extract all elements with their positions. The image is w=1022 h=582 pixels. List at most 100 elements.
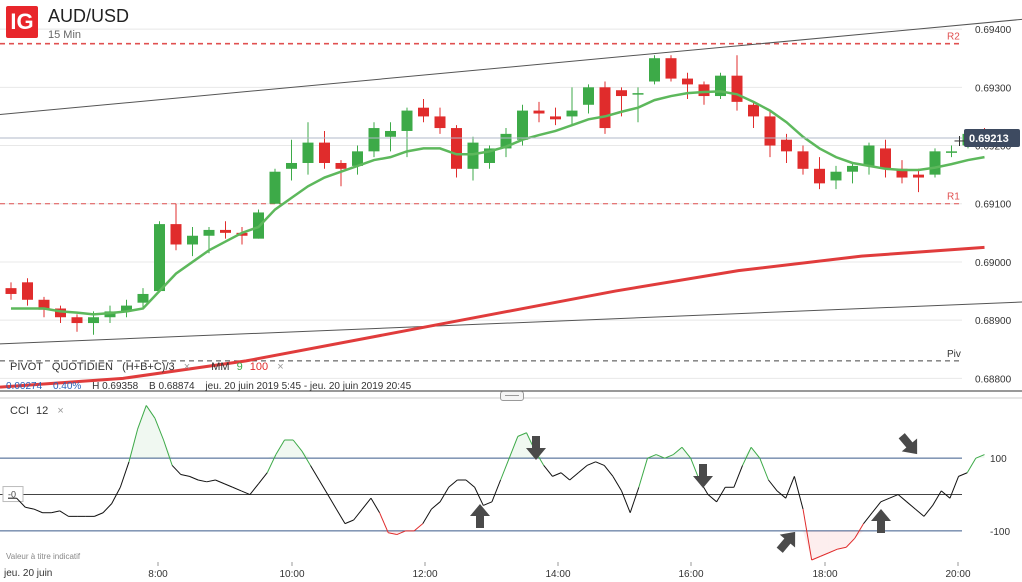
candle-body (269, 171, 281, 204)
cci-overbought-fill (517, 432, 527, 459)
cci-segment (681, 446, 692, 459)
candle (467, 136, 479, 181)
pivot-formula: (H+B+C)/3 (122, 361, 175, 373)
cci-segment (119, 461, 130, 488)
cci-segment (318, 479, 329, 495)
cci-segment (422, 508, 432, 524)
cci-segment (880, 497, 890, 503)
cci-segment (742, 447, 752, 466)
candle (566, 87, 578, 126)
cci-segment (776, 490, 787, 499)
cci-segment (439, 487, 450, 503)
remove-cci-button[interactable]: × (57, 405, 64, 417)
cci-overbought-fill (647, 454, 657, 459)
candle (319, 130, 330, 169)
candle-body (220, 229, 231, 233)
cci-segment (785, 476, 795, 499)
candle (401, 107, 413, 158)
cci-segment (215, 479, 225, 485)
cci-segment (275, 439, 285, 455)
cci-oversold-fill (820, 530, 829, 557)
cci-segment (137, 405, 147, 430)
cci-indicator-label: CCI 12 × (10, 405, 64, 417)
cci-segment (578, 465, 588, 474)
cci-segment (413, 523, 424, 532)
remove-ma-button[interactable]: × (277, 361, 284, 373)
candle (550, 107, 561, 126)
candle-body (550, 116, 561, 120)
cci-overbought-fill (301, 450, 311, 459)
cci-segment (431, 501, 441, 510)
level-label-r2: R2 (947, 32, 960, 43)
price-stats: 0.00274 0.40% H 0.69358 B 0.68874 jeu. 2… (6, 381, 419, 392)
y-tick-label: 0.69300 (975, 83, 1012, 94)
remove-pivot-button[interactable]: × (183, 361, 191, 373)
signal-arrow-icon (470, 504, 490, 528)
cci-segment (768, 479, 778, 492)
candle-body (187, 235, 198, 245)
candle-body (467, 142, 479, 169)
cci-overbought-fill (664, 454, 674, 459)
cci-segment (569, 472, 579, 481)
cci-segment (595, 461, 605, 466)
cci-segment (94, 512, 104, 517)
signal-arrow-icon (526, 436, 546, 460)
x-tick-label: 18:00 (812, 569, 837, 580)
candle-body (566, 110, 578, 117)
cci-segment (664, 454, 674, 459)
cci-segment (932, 490, 942, 506)
cci-segment (180, 474, 190, 477)
cci-segment (560, 472, 571, 481)
panel-resize-handle[interactable] (500, 391, 524, 401)
cci-segment (802, 509, 813, 561)
candle-body (352, 151, 363, 166)
candle-body (748, 104, 759, 117)
current-price-badge (964, 128, 1020, 147)
candle (154, 221, 165, 292)
candle-body (632, 93, 644, 95)
candle-body (55, 308, 66, 318)
candle-body (946, 151, 957, 153)
candle (896, 160, 908, 184)
candle (286, 139, 297, 181)
candle (913, 168, 924, 193)
arrow-shape (470, 504, 490, 528)
crosshair-icon (954, 135, 965, 146)
cci-segment (966, 457, 977, 473)
arrow-shape (526, 436, 546, 460)
cci-segment (750, 446, 761, 459)
cci-segment (171, 465, 182, 475)
timeframe-label: 15 Min (48, 29, 82, 41)
candle (599, 81, 611, 134)
candle (187, 227, 198, 257)
cci-segment (716, 487, 726, 503)
cci-segment (396, 530, 406, 536)
candle (368, 122, 380, 158)
x-axis-start-date: jeu. 20 juin (4, 568, 53, 579)
cci-segment (465, 479, 475, 488)
candle-body (715, 75, 726, 97)
cci-segment (940, 490, 951, 499)
cci-oversold-fill (379, 530, 389, 533)
candle-body (533, 110, 545, 114)
cci-segment (448, 479, 458, 488)
candle (533, 101, 545, 123)
cci-overbought-fill (293, 440, 302, 459)
cci-segment (154, 417, 165, 441)
candle-body (500, 133, 512, 149)
candle (38, 296, 50, 318)
candle (220, 221, 231, 239)
candle-body (797, 151, 809, 169)
cci-segment (949, 476, 960, 499)
cci-segment (361, 497, 372, 510)
cci-segment (845, 537, 856, 548)
cci-overbought-fill (137, 405, 147, 459)
symbol-title: AUD/USD (48, 6, 130, 26)
candle-body (517, 110, 528, 140)
cci-segment (638, 458, 648, 488)
cci-name: CCI (10, 405, 29, 417)
cci-segment (759, 457, 769, 481)
cci-segment (198, 479, 207, 483)
cci-segment (552, 472, 562, 477)
